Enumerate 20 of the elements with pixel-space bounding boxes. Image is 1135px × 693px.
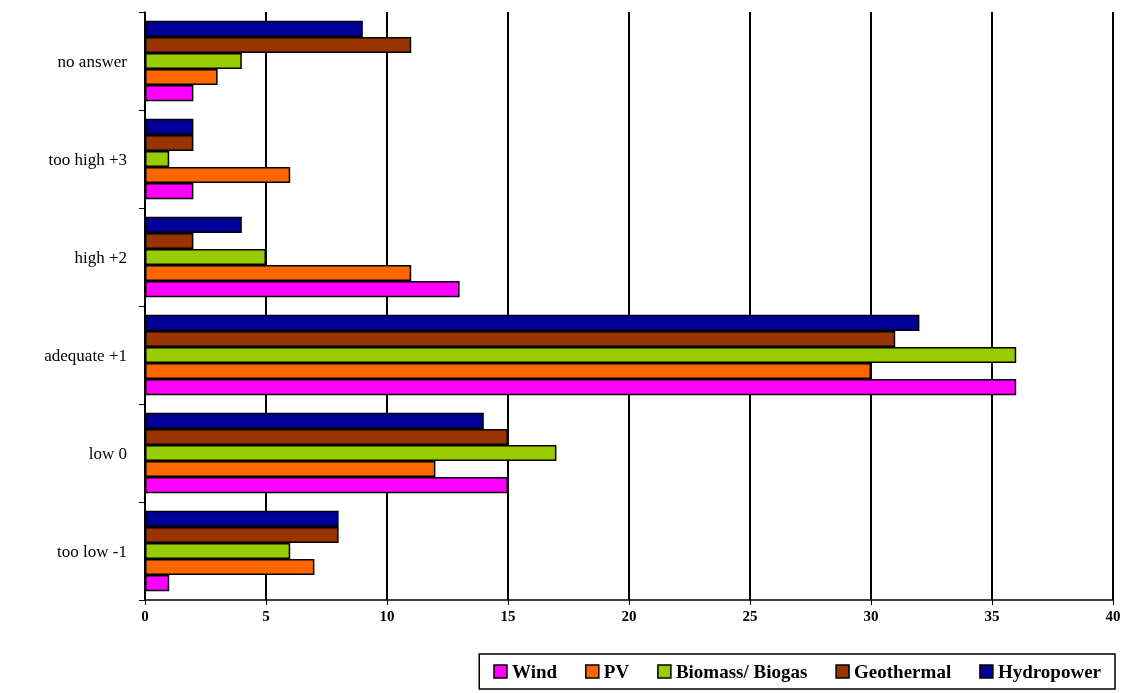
- x-tick-label: 20: [621, 607, 637, 624]
- x-tick-label: 30: [863, 607, 879, 624]
- x-tick-label: 5: [262, 607, 270, 624]
- x-tick-label: 35: [984, 607, 1000, 624]
- x-tick-label: 10: [379, 607, 395, 624]
- y-tick-label: too low -1: [57, 541, 127, 561]
- y-tick-label: low 0: [88, 443, 127, 463]
- y-tick-label: too high +3: [48, 149, 127, 169]
- legend-label: Geothermal: [854, 661, 952, 682]
- y-tick-label: high +2: [74, 247, 127, 267]
- x-tick-label: 40: [1105, 607, 1121, 624]
- x-tick-label: 25: [742, 607, 758, 624]
- legend-label: Biomass/ Biogas: [675, 661, 808, 682]
- y-tick-label: adequate +1: [44, 345, 127, 365]
- legend-label: Hydropower: [997, 661, 1102, 682]
- legend-label: Wind: [511, 661, 558, 682]
- x-tick-label: 0: [141, 607, 149, 624]
- y-tick-label: no answer: [57, 51, 128, 71]
- legend-label: PV: [603, 661, 630, 682]
- x-tick-label: 15: [500, 607, 516, 624]
